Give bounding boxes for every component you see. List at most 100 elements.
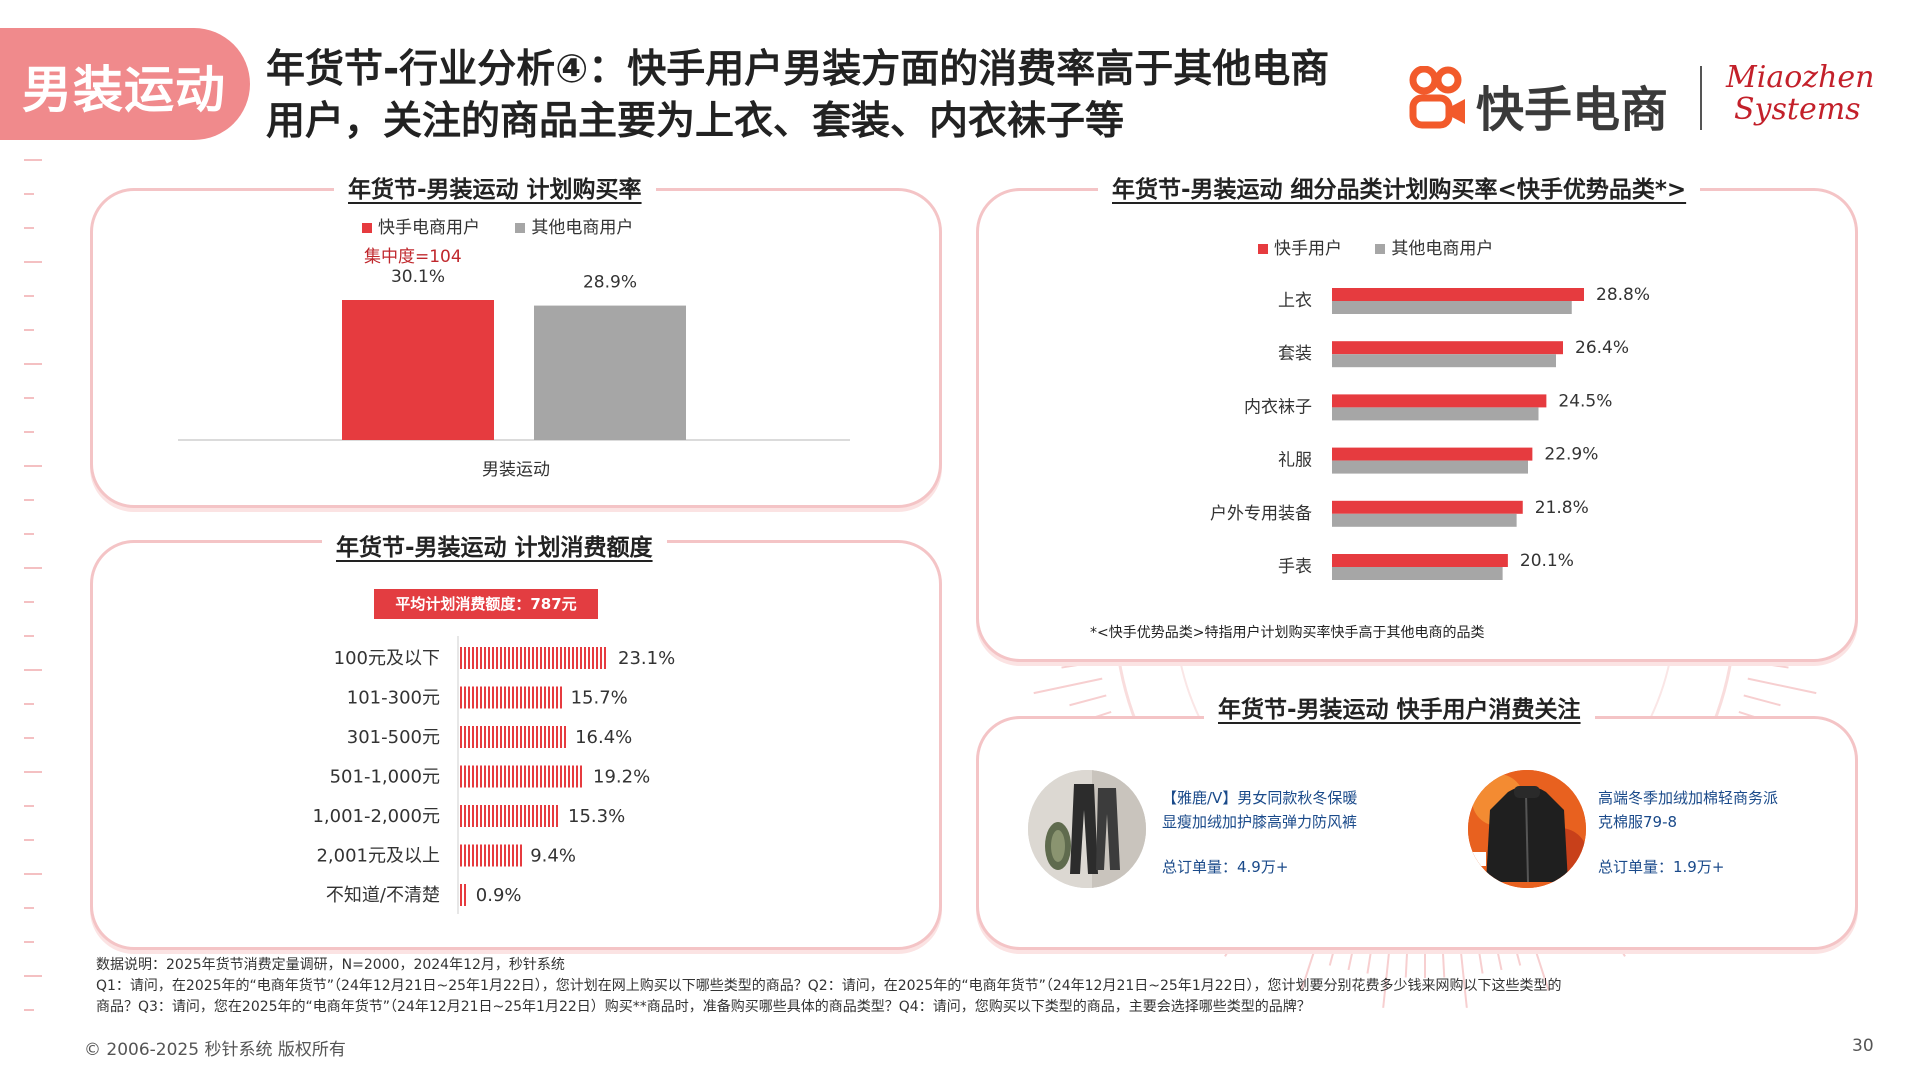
chart2-bar-stripe (460, 647, 462, 669)
panel3-title: 年货节-男装运动 细分品类计划购买率<快手优势品类*> (1098, 170, 1701, 204)
chart2-bar-stripe (576, 647, 578, 669)
chart2-value-label: 23.1% (618, 648, 675, 669)
chart2-bar-stripe (496, 805, 498, 827)
chart2-bar-stripe (464, 765, 466, 788)
chart2-category-label: 301-500元 (347, 727, 440, 748)
chart2-bar-stripe (508, 647, 510, 669)
chart1-bar-kuaishou (342, 300, 494, 440)
chart2-bar-stripe (488, 805, 490, 827)
chart2-bar-stripe (508, 686, 510, 709)
chart2-bar-stripe (476, 765, 478, 788)
chart2-bar-stripe (552, 805, 554, 827)
chart2-value-label: 16.4% (575, 727, 632, 748)
chart2-bar-stripe (500, 805, 502, 827)
chart2-bar-stripe (480, 686, 482, 709)
chart2-bar-stripe (524, 765, 526, 788)
data-note: 数据说明：2025年货节消费定量调研，N=2000，2024年12月，秒针系统 (96, 957, 565, 973)
chart2-bar-stripe (516, 805, 518, 827)
section-tag-label: 男装运动 (22, 61, 226, 119)
chart2-bar-stripe (480, 805, 482, 827)
chart1-category-label: 男装运动 (482, 460, 550, 480)
chart2-bar-stripe (532, 686, 534, 709)
chart2-bar (460, 686, 562, 709)
chart2-bar-stripe (460, 844, 462, 867)
chart2-bar-stripe (560, 647, 562, 669)
chart2-bar-stripe (528, 765, 530, 788)
chart2-bar-stripe (460, 884, 462, 906)
chart2-bar-stripe (468, 686, 470, 709)
chart2-bar-stripe (492, 647, 494, 669)
chart2-category-label: 100元及以下 (334, 648, 440, 669)
chart2-bar-stripe (484, 647, 486, 669)
chart2-bar (460, 765, 582, 788)
chart2-bar-stripe (476, 647, 478, 669)
chart3-category-label: 手表 (1278, 557, 1312, 577)
chart2-bar-stripe (532, 765, 534, 788)
question-note-line2: 商品？Q3：请问，您在2025年的“电商年货节”（24年12月21日~25年1月… (96, 999, 1311, 1015)
chart2-bar-stripe (584, 647, 586, 669)
kuaishou-logo (1408, 65, 1468, 134)
chart2-bar-stripe (548, 726, 550, 748)
chart2-bar-stripe (480, 726, 482, 748)
chart2-bar-stripe (532, 647, 534, 669)
chart2-bar-stripe (512, 686, 514, 709)
chart2-bar-stripe (460, 726, 462, 748)
chart2-bar-stripe (520, 647, 522, 669)
burst-ray (1069, 694, 1107, 707)
chart2-bar-stripe (560, 726, 562, 748)
chart2-bar-stripe (604, 647, 606, 669)
product-2-name[interactable]: 高端冬季加绒加棉轻商务派 克棉服79-8 (1598, 786, 1778, 834)
chart2-bar-stripe (524, 726, 526, 748)
chart2-bar-stripe (564, 726, 566, 748)
chart2-bar-stripe (536, 765, 538, 788)
burst-ray (1033, 677, 1103, 695)
chart2-bar-stripe (488, 647, 490, 669)
chart2-bar-stripe (540, 805, 542, 827)
chart-spend-amount: 100元及以下 23.1% 101-300元 15.7% 301-500元 16.4% 50… (312, 636, 675, 914)
chart2-bar-stripe (484, 686, 486, 709)
chart2-bar-stripe (460, 765, 462, 788)
question-note-line1: Q1：请问，在2025年的“电商年货节”（24年12月21日~25年1月22日）… (96, 978, 1562, 994)
chart2-bar (460, 884, 466, 906)
chart1-value-label: 28.9% (583, 273, 637, 293)
chart2-bar-stripe (504, 805, 506, 827)
chart2-bar-stripe (564, 647, 566, 669)
average-spend-badge: 平均计划消费额度：787元 (374, 589, 598, 619)
chart2-bar-stripe (464, 726, 466, 748)
chart2-bar-stripe (564, 765, 566, 788)
chart2-bar-stripe (552, 726, 554, 748)
kuaishou-logo-text: 快手电商 (1476, 82, 1669, 138)
panel-subcategory (976, 188, 1858, 662)
chart2-bar-stripe (468, 765, 470, 788)
chart2-bar-stripe (524, 805, 526, 827)
chart2-bar-stripe (468, 844, 470, 867)
chart2-bar-stripe (556, 765, 558, 788)
chart2-bar-stripe (492, 726, 494, 748)
chart2-bar-stripe (508, 805, 510, 827)
product-2-name-line1: 高端冬季加绒加棉轻商务派 (1598, 789, 1779, 807)
chart2-bar-stripe (560, 765, 562, 788)
chart2-bar-stripe (568, 647, 570, 669)
chart3-value-label: 28.8% (1596, 285, 1650, 305)
chart3-value-label: 20.1% (1520, 551, 1574, 571)
chart2-bar-stripe (512, 726, 514, 748)
copyright: © 2006-2025 秒针系统 版权所有 (84, 1040, 346, 1060)
legend-label-kuaishou: 快手电商用户 (378, 218, 480, 238)
chart3-category-label: 礼服 (1278, 451, 1312, 471)
chart3-bar-other (1332, 567, 1503, 580)
chart2-bar-stripe (572, 647, 574, 669)
chart2-bar-stripe (480, 765, 482, 788)
chart1-value-label: 30.1% (391, 267, 445, 287)
chart2-bar-stripe (504, 765, 506, 788)
chart2-category-label: 不知道/不清楚 (326, 885, 440, 906)
product-1-name[interactable]: 【雅鹿/V】男女同款秋冬保暖 显瘦加绒加护膝高弹力防风裤 (1162, 786, 1357, 834)
chart2-bar-stripe (508, 765, 510, 788)
chart3-bar-other (1332, 407, 1539, 421)
chart2-bar-stripe (528, 647, 530, 669)
chart2-bar-stripe (500, 647, 502, 669)
chart2-bar-stripe (496, 844, 498, 867)
chart3-bar-kuaishou (1332, 447, 1533, 461)
chart3-category-label: 户外专用装备 (1210, 504, 1312, 524)
chart2-bar-stripe (548, 805, 550, 827)
chart3-value-label: 24.5% (1558, 391, 1612, 411)
